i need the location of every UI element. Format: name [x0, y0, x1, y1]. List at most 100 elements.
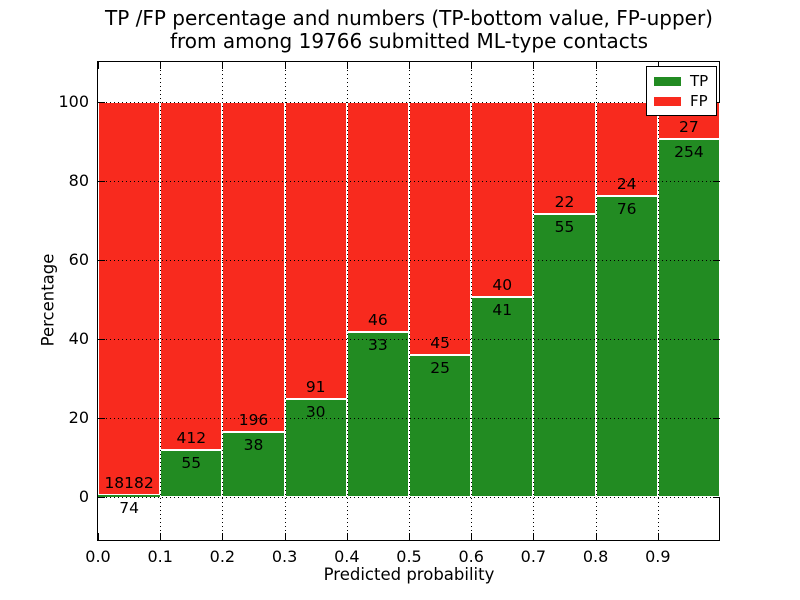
bar-tp-segment	[346, 331, 409, 497]
bar-tp-segment	[657, 139, 720, 497]
chart-title-line2: from among 19766 submitted ML-type conta…	[169, 29, 649, 53]
x-tick-label: 0.0	[85, 547, 111, 566]
legend-label-fp: FP	[690, 92, 708, 110]
tp-count-label: 33	[368, 335, 388, 354]
x-tick	[533, 62, 535, 69]
x-tick-label: 0.1	[147, 547, 173, 566]
tp-count-label: 74	[119, 498, 139, 517]
x-tick	[284, 533, 286, 540]
chart-title: TP /FP percentage and numbers (TP-bottom…	[98, 7, 720, 53]
x-tick	[409, 533, 410, 540]
x-tick	[657, 533, 659, 540]
bar-fp-segment	[346, 101, 409, 332]
y-tick	[98, 180, 105, 182]
bar-fp-segment	[409, 101, 472, 356]
bar-fp-segment	[471, 101, 534, 297]
y-tick-label: 40	[68, 329, 89, 349]
x-tick-label: 0.4	[334, 547, 360, 566]
x-tick	[222, 62, 224, 69]
bar-tp-segment	[595, 196, 658, 497]
v-gridline	[160, 62, 162, 540]
tp-count-label: 41	[492, 300, 513, 319]
x-tick-label: 0.8	[582, 547, 609, 566]
fp-count-label: 24	[616, 175, 637, 194]
fp-count-label: 40	[492, 275, 513, 294]
x-axis-label: Predicted probability	[323, 565, 495, 584]
legend-item-fp: FP	[654, 91, 708, 111]
y-tick	[98, 259, 105, 261]
chart-title-line1: TP /FP percentage and numbers (TP-bottom…	[105, 6, 713, 30]
x-tick-label: 0.5	[396, 547, 422, 566]
fp-count-label: 22	[554, 193, 575, 212]
fp-count-label: 91	[305, 377, 326, 396]
x-tick	[160, 533, 162, 540]
legend: TP FP	[646, 66, 718, 116]
fp-color-swatch	[654, 96, 681, 106]
bar-tp-segment	[471, 296, 534, 497]
tp-count-label: 254	[674, 143, 704, 162]
fp-count-label: 196	[238, 411, 269, 430]
fp-count-label: 45	[430, 334, 450, 353]
y-tick-label: 20	[68, 408, 89, 428]
bar-tp-segment	[533, 214, 596, 497]
x-tick	[160, 62, 162, 69]
y-tick	[98, 338, 105, 340]
y-tick	[713, 259, 720, 261]
v-gridline	[533, 62, 535, 540]
x-tick-label: 0.9	[645, 547, 671, 566]
fp-count-label: 18182	[104, 473, 154, 492]
tp-count-label: 55	[554, 218, 575, 237]
bar-fp-segment	[98, 101, 161, 495]
x-tick	[284, 62, 286, 69]
bar-tp-segment	[98, 494, 161, 497]
fp-count-label: 412	[176, 429, 207, 448]
v-gridline	[222, 62, 224, 540]
y-tick-label: 80	[68, 171, 89, 190]
x-tick-label: 0.7	[520, 547, 547, 566]
y-tick	[713, 180, 720, 182]
x-tick	[98, 62, 99, 69]
bar-fp-segment	[595, 101, 658, 197]
v-gridline	[346, 62, 348, 540]
tp-color-swatch	[654, 76, 681, 86]
tp-count-label: 30	[305, 402, 326, 421]
x-tick	[222, 533, 224, 540]
x-tick	[533, 533, 535, 540]
y-tick-label: 100	[58, 92, 89, 111]
y-tick	[98, 496, 105, 498]
x-tick-label: 0.2	[209, 547, 236, 566]
fp-count-label: 27	[679, 118, 699, 137]
x-tick	[657, 62, 659, 69]
v-gridline	[657, 62, 659, 540]
y-tick	[713, 417, 720, 419]
bar-fp-segment	[284, 101, 347, 399]
legend-item-tp: TP	[654, 71, 708, 91]
tp-count-label: 55	[181, 454, 202, 473]
y-tick-label: 60	[68, 250, 89, 270]
y-tick	[713, 338, 720, 340]
x-tick-label: 0.6	[458, 547, 484, 566]
x-tick	[595, 533, 597, 540]
y-tick	[98, 417, 105, 419]
v-gridline	[595, 62, 597, 540]
y-tick	[98, 101, 105, 103]
v-gridline	[284, 62, 286, 540]
y-tick	[713, 496, 720, 498]
x-tick	[98, 533, 99, 540]
x-tick	[595, 62, 597, 69]
v-gridline	[409, 62, 410, 540]
legend-label-tp: TP	[690, 72, 709, 90]
x-tick	[346, 533, 348, 540]
bar-fp-segment	[222, 101, 285, 433]
tp-count-label: 76	[616, 200, 637, 219]
x-tick-label: 0.3	[271, 547, 298, 566]
x-tick	[471, 62, 473, 69]
bar-fp-segment	[160, 101, 223, 451]
x-tick	[409, 62, 410, 69]
tp-count-label: 38	[243, 436, 264, 455]
y-tick-label: 0	[78, 487, 89, 507]
fp-count-label: 46	[368, 310, 388, 329]
x-tick	[471, 533, 473, 540]
v-gridline	[471, 62, 473, 540]
